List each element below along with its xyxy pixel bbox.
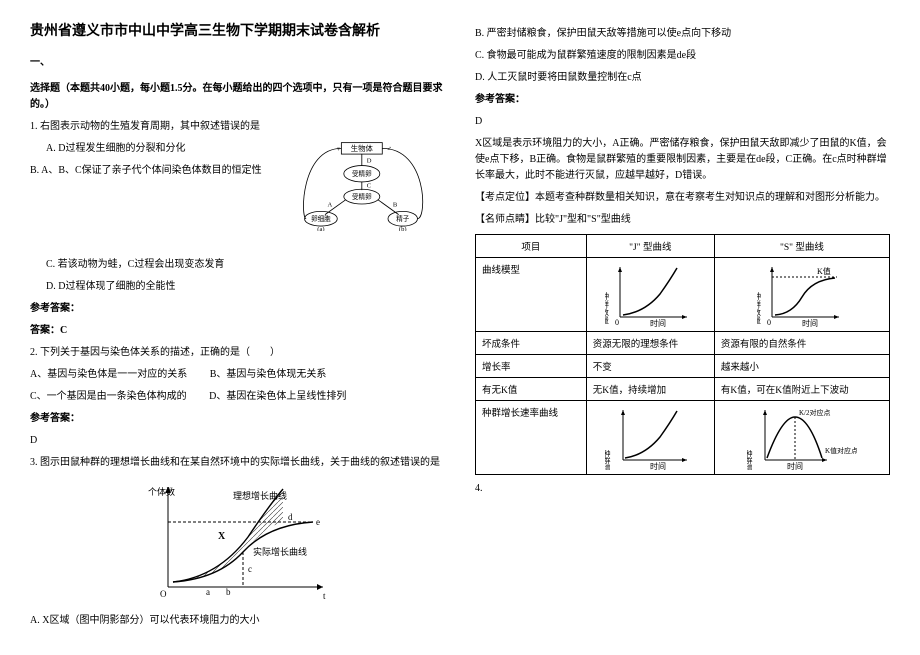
q2-ans: D bbox=[30, 433, 445, 449]
svg-text:d: d bbox=[288, 512, 293, 522]
q2-opt-d: D、基因在染色体上呈线性排列 bbox=[209, 391, 346, 402]
analysis-p1: X区域是表示环境阻力的大小，A正确。严密储存粮食，保护田鼠天敌即减少了田鼠的K值… bbox=[475, 136, 890, 184]
svg-text:O: O bbox=[160, 589, 167, 599]
row-label: 增长率 bbox=[476, 355, 587, 378]
q3-opt-c: C. 食物最可能成为鼠群繁殖速度的限制因素是de段 bbox=[475, 48, 890, 64]
svg-text:受精卵: 受精卵 bbox=[352, 169, 372, 178]
table-header: 项目 bbox=[476, 235, 587, 258]
cell-chart-s: 种群数量 时间 0 K值 bbox=[714, 258, 889, 332]
table-row: 坏成条件 资源无限的理想条件 资源有限的自然条件 bbox=[476, 332, 890, 355]
section-heading: 一、 bbox=[30, 55, 445, 71]
q3-opt-d: D. 人工灭鼠时要将田鼠数量控制在c点 bbox=[475, 70, 890, 86]
table-cell: 资源无限的理想条件 bbox=[586, 332, 714, 355]
svg-text:X: X bbox=[218, 531, 226, 542]
svg-text:时间: 时间 bbox=[650, 318, 666, 327]
svg-text:0: 0 bbox=[615, 318, 619, 327]
svg-text:时间: 时间 bbox=[802, 318, 818, 327]
svg-text:种群增长速率: 种群增长速率 bbox=[605, 449, 611, 470]
table-cell: 不变 bbox=[586, 355, 714, 378]
q2-opts-cd: C、一个基因是由一条染色体构成的 D、基因在染色体上呈线性排列 bbox=[30, 389, 445, 405]
svg-text:a: a bbox=[206, 587, 210, 597]
cell-rate-s: 种群增长速率 时间 K/2对应点 K值对应点 bbox=[714, 401, 889, 475]
table-row: 有无K值 无K值，持续增加 有K值，可在K值附近上下波动 bbox=[476, 378, 890, 401]
q1-ans: 答案：C bbox=[30, 323, 445, 339]
svg-text:0: 0 bbox=[767, 318, 771, 327]
table-header: "S" 型曲线 bbox=[714, 235, 889, 258]
q1-opt-d: D. D过程体现了细胞的全能性 bbox=[46, 279, 445, 295]
svg-text:e: e bbox=[316, 517, 320, 527]
q3-ans-label: 参考答案： bbox=[475, 92, 890, 108]
row-label: 有无K值 bbox=[476, 378, 587, 401]
svg-text:实际增长曲线: 实际增长曲线 bbox=[253, 546, 307, 557]
svg-text:种群数量: 种群数量 bbox=[605, 291, 610, 324]
svg-text:D: D bbox=[367, 157, 372, 164]
svg-text:B: B bbox=[393, 201, 398, 208]
svg-text:A: A bbox=[327, 201, 332, 208]
svg-text:受精卵: 受精卵 bbox=[352, 192, 372, 201]
q1-opt-c: C. 若该动物为蛙，C过程会出现变态发育 bbox=[46, 257, 445, 273]
table-row: 项目 "J" 型曲线 "S" 型曲线 bbox=[476, 235, 890, 258]
q2-opt-b: B、基因与染色体现无关系 bbox=[210, 369, 327, 380]
table-cell: 有K值，可在K值附近上下波动 bbox=[714, 378, 889, 401]
q1-ans-label: 参考答案： bbox=[30, 301, 445, 317]
table-header: "J" 型曲线 bbox=[586, 235, 714, 258]
svg-text:(b): (b) bbox=[399, 226, 407, 231]
svg-text:t: t bbox=[323, 591, 326, 601]
svg-text:时间: 时间 bbox=[787, 461, 803, 470]
svg-text:生物体: 生物体 bbox=[351, 144, 374, 153]
cell-chart-j: 种群数量 时间 0 bbox=[586, 258, 714, 332]
q2-opts-ab: A、基因与染色体是一一对应的关系 B、基因与染色体现无关系 bbox=[30, 367, 445, 383]
page-title: 贵州省遵义市市中山中学高三生物下学期期末试卷含解析 bbox=[30, 20, 445, 40]
table-cell: 资源有限的自然条件 bbox=[714, 332, 889, 355]
row-label: 坏成条件 bbox=[476, 332, 587, 355]
svg-text:时间: 时间 bbox=[650, 461, 666, 470]
q2-opt-c: C、一个基因是由一条染色体构成的 bbox=[30, 391, 187, 402]
row-label: 种群增长速率曲线 bbox=[476, 401, 587, 475]
q3-ans: D bbox=[475, 114, 890, 130]
table-row: 增长率 不变 越来越小 bbox=[476, 355, 890, 378]
svg-text:C: C bbox=[367, 183, 371, 190]
svg-text:种群增长速率: 种群增长速率 bbox=[747, 449, 753, 470]
row-label: 曲线模型 bbox=[476, 258, 587, 332]
svg-text:精子: 精子 bbox=[396, 214, 410, 223]
q1-diagram: 生物体 ♀ ♂ D 受精卵 C 受精卵 A B 卵细胞 (a) 精子 bbox=[295, 141, 445, 231]
table-cell: 无K值，持续增加 bbox=[586, 378, 714, 401]
svg-text:K/2对应点: K/2对应点 bbox=[799, 408, 831, 417]
analysis-p3: 【名师点睛】比较"J"型和"S"型曲线 bbox=[475, 212, 890, 228]
q3-stem: 3. 图示田鼠种群的理想增长曲线和在某自然环境中的实际增长曲线，关于曲线的叙述错… bbox=[30, 455, 445, 471]
analysis-p2: 【考点定位】本题考查种群数量相关知识，意在考察考生对知识点的理解和对图形分析能力… bbox=[475, 190, 890, 206]
table-row: 种群增长速率曲线 种群增长速率 时间 bbox=[476, 401, 890, 475]
svg-text:种群数量: 种群数量 bbox=[757, 291, 762, 324]
svg-text:K值对应点: K值对应点 bbox=[825, 446, 857, 455]
svg-text:(a): (a) bbox=[317, 226, 324, 231]
table-row: 曲线模型 种群数量 时间 0 bbox=[476, 258, 890, 332]
svg-text:卵细胞: 卵细胞 bbox=[311, 214, 331, 223]
q2-ans-label: 参考答案： bbox=[30, 411, 445, 427]
q2-opt-a: A、基因与染色体是一一对应的关系 bbox=[30, 369, 187, 380]
comparison-table: 项目 "J" 型曲线 "S" 型曲线 曲线模型 种群数量 时间 0 bbox=[475, 234, 890, 475]
q1-stem: 1. 右图表示动物的生殖发育周期，其中叙述错误的是 bbox=[30, 119, 445, 135]
q3-chart: 个体数 t O 理想增长曲线 实际增长曲线 X e d c a b bbox=[138, 477, 338, 607]
q3-opt-a: A. X区域（图中阴影部分）可以代表环境阻力的大小 bbox=[30, 613, 445, 629]
q3-opt-b: B. 严密封储粮食，保护田鼠天敌等措施可以使e点向下移动 bbox=[475, 26, 890, 42]
q4-num: 4. bbox=[475, 481, 890, 497]
cell-rate-j: 种群增长速率 时间 bbox=[586, 401, 714, 475]
table-cell: 越来越小 bbox=[714, 355, 889, 378]
section-subheading: 选择题（本题共40小题，每小题1.5分。在每小题给出的四个选项中，只有一项是符合… bbox=[30, 81, 445, 113]
q2-stem: 2. 下列关于基因与染色体关系的描述，正确的是（ ） bbox=[30, 345, 445, 361]
svg-text:K值: K值 bbox=[817, 266, 831, 276]
svg-text:c: c bbox=[248, 564, 252, 574]
svg-text:b: b bbox=[226, 587, 231, 597]
svg-text:个体数: 个体数 bbox=[148, 486, 175, 497]
